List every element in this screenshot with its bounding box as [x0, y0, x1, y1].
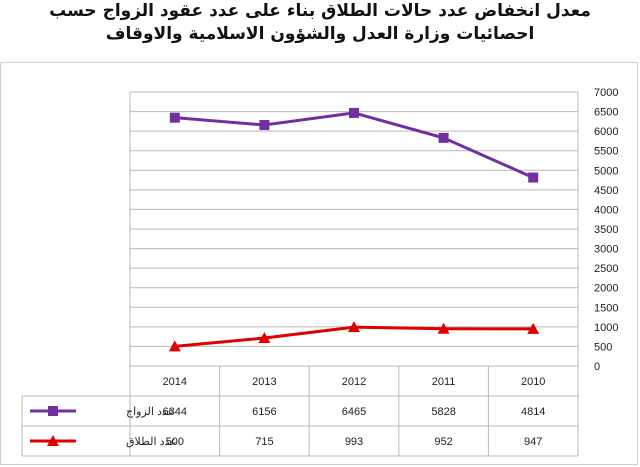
y-tick-label: 2500: [594, 263, 618, 275]
data-point-marker: [259, 120, 270, 131]
legend-key-marker: [48, 406, 58, 416]
data-table-cell: 4814: [521, 406, 545, 418]
legend-series-name: عدد الزواج: [126, 406, 174, 418]
x-tick-label: 2013: [252, 376, 276, 388]
data-point-marker: [258, 332, 271, 344]
data-table-cell: 6156: [252, 406, 276, 418]
data-point-marker: [527, 322, 540, 334]
x-tick-label: 2011: [432, 376, 456, 388]
data-point-marker: [349, 107, 359, 118]
chart-title-line-1: معدل انخفاض عدد حالات الطلاق بناء على عد…: [49, 1, 591, 21]
y-tick-label: 1500: [594, 302, 618, 314]
data-table-cell: 6465: [342, 406, 366, 418]
y-tick-label: 500: [594, 341, 612, 353]
data-point-marker: [348, 321, 360, 333]
y-tick-label: 4500: [594, 185, 618, 197]
data-point-marker: [169, 112, 180, 123]
x-tick-label: 2010: [521, 376, 545, 388]
data-table-cell: 6344: [163, 406, 187, 418]
y-tick-label: 1000: [594, 322, 618, 334]
y-tick-label: 4000: [594, 204, 618, 216]
y-tick-label: 6500: [594, 107, 618, 119]
y-tick-label: 5000: [594, 165, 618, 177]
y-tick-label: 7000: [594, 87, 618, 99]
data-point-marker: [168, 340, 181, 352]
y-tick-label: 3500: [594, 224, 618, 236]
y-tick-label: 2000: [594, 283, 618, 295]
data-table-cell: 5828: [431, 406, 455, 418]
data-table-cell: 715: [255, 436, 273, 448]
x-tick-label: 2014: [163, 376, 187, 388]
data-point-marker: [437, 322, 450, 334]
data-point-marker: [528, 172, 539, 183]
y-tick-label: 5500: [594, 146, 618, 158]
chart-title: معدل انخفاض عدد حالات الطلاق بناء على عد…: [0, 0, 640, 46]
y-tick-label: 6000: [594, 126, 618, 138]
y-tick-label: 3000: [594, 244, 618, 256]
data-table-cell: 947: [524, 436, 542, 448]
data-table-cell: 993: [345, 436, 363, 448]
legend-key-marker: [47, 435, 59, 446]
legend-series-name: عدد الطلاق: [126, 436, 177, 448]
data-table-cell: 500: [166, 436, 184, 448]
x-tick-label: 2012: [342, 376, 366, 388]
series-line-1: [174, 111, 534, 179]
chart-title-line-2: احصائيات وزارة العدل والشؤون الاسلامية و…: [105, 24, 535, 44]
data-table-cell: 952: [434, 436, 452, 448]
y-tick-label: 0: [594, 361, 600, 373]
chart-frame: [0, 62, 638, 465]
data-point-marker: [438, 132, 449, 143]
